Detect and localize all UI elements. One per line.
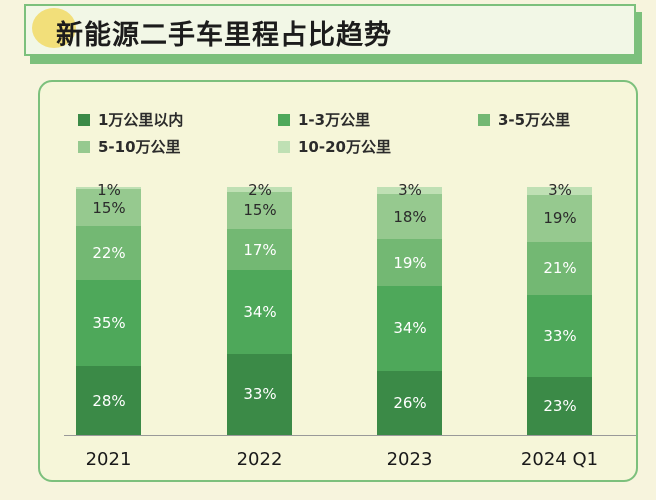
legend-label: 1-3万公里 xyxy=(298,111,371,129)
bar-segment xyxy=(377,370,442,435)
legend-label: 1万公里以内 xyxy=(98,111,184,129)
bar-value-label: 18% xyxy=(393,207,427,226)
chart-title: 新能源二手车里程占比趋势 xyxy=(56,20,392,51)
bar-value-label: 19% xyxy=(393,253,427,272)
bar-segment xyxy=(527,294,592,378)
bar-segment xyxy=(377,187,442,195)
legend-swatch xyxy=(78,140,90,153)
bar-value-label: 33% xyxy=(243,385,277,404)
legend-item: 1万公里以内 xyxy=(78,109,183,130)
bar-value-label: 17% xyxy=(243,240,277,259)
bar-segment xyxy=(76,226,141,281)
bar-value-label: 33% xyxy=(543,327,577,346)
bar-value-label: 3% xyxy=(548,181,572,199)
legend-label: 3-5万公里 xyxy=(498,111,571,129)
legend-item: 3-5万公里 xyxy=(478,109,570,130)
bar-segment xyxy=(227,187,292,192)
bar-segment xyxy=(76,366,141,435)
x-axis-label: 2024 Q1 xyxy=(520,449,599,470)
legend-swatch xyxy=(78,113,90,126)
bar-value-label: 2% xyxy=(248,181,272,199)
legend-swatch xyxy=(478,113,490,126)
bar-value-label: 23% xyxy=(543,397,577,416)
x-axis-label: 2021 xyxy=(85,449,132,470)
bar-segment xyxy=(377,286,442,371)
bar-value-label: 19% xyxy=(543,209,577,228)
legend-item: 5-10万公里 xyxy=(78,136,181,157)
bar-segment xyxy=(527,377,592,435)
title-decoration xyxy=(32,8,76,48)
legend-item: 1-3万公里 xyxy=(278,109,370,130)
bar-value-label: 35% xyxy=(92,314,126,333)
bar-value-label: 3% xyxy=(398,181,422,199)
bar-segment xyxy=(527,187,592,195)
bar-value-label: 21% xyxy=(543,259,577,278)
bar-segment xyxy=(527,194,592,243)
bar-value-label: 34% xyxy=(243,303,277,322)
bar-segment xyxy=(227,353,292,435)
bar-segment xyxy=(227,270,292,354)
x-axis-line xyxy=(64,435,636,436)
legend-swatch xyxy=(278,113,290,126)
bar-segment xyxy=(377,239,442,287)
bar-segment xyxy=(377,194,442,240)
bar-value-label: 22% xyxy=(92,244,126,263)
legend-swatch xyxy=(278,140,290,153)
bar-segment xyxy=(76,187,141,190)
legend-item: 10-20万公里 xyxy=(278,136,391,157)
x-axis-label: 2022 xyxy=(236,449,283,470)
bar-segment xyxy=(527,242,592,295)
legend-label: 10-20万公里 xyxy=(298,138,391,156)
title-box xyxy=(24,4,636,56)
bar-value-label: 28% xyxy=(92,391,126,410)
bar-value-label: 26% xyxy=(393,393,427,412)
bar-segment xyxy=(76,189,141,227)
bar-value-label: 15% xyxy=(92,198,126,217)
bar-value-label: 34% xyxy=(393,319,427,338)
bar-segment xyxy=(227,228,292,271)
legend-label: 5-10万公里 xyxy=(98,138,181,156)
bar-value-label: 1% xyxy=(97,181,121,199)
bar-value-label: 15% xyxy=(243,201,277,220)
x-axis-label: 2023 xyxy=(386,449,433,470)
bar-segment xyxy=(227,191,292,229)
bar-segment xyxy=(76,280,141,367)
